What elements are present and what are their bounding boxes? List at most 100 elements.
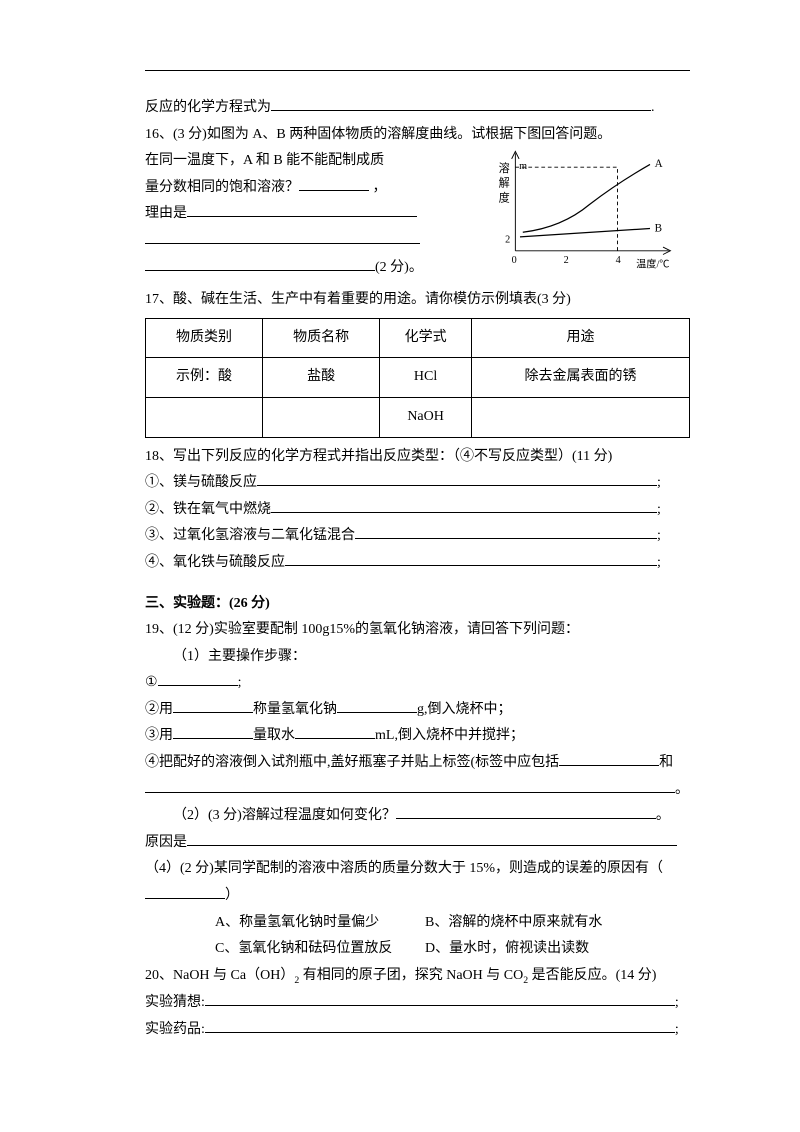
ytick1: m xyxy=(519,161,527,172)
q19-p1: （1）主要操作步骤： xyxy=(145,644,690,671)
q19-s4b: 和 xyxy=(659,755,673,770)
semi: ; xyxy=(657,528,661,543)
blank xyxy=(337,697,417,712)
blank xyxy=(299,175,369,190)
th1: 物质名称 xyxy=(263,318,380,358)
q18-1: ①、镁与硫酸反应; xyxy=(145,470,690,497)
q19-p4a: （4）(2 分)某同学配制的溶液中溶质的质量分数大于 15%，则造成的误差的原因… xyxy=(145,861,663,876)
blank xyxy=(187,830,677,845)
q17-table: 物质类别 物质名称 化学式 用途 示例：酸 盐酸 HCl 除去金属表面的锈 Na… xyxy=(145,318,690,438)
th3: 用途 xyxy=(472,318,690,358)
blank xyxy=(173,724,253,739)
q19-p4b: ） xyxy=(225,888,239,903)
q19-s3a: ③用 xyxy=(145,728,173,743)
q18-2: ②、铁在氧气中燃烧; xyxy=(145,497,690,524)
q16-l5: (2 分)。 xyxy=(145,255,470,282)
q18-4t: ④、氧化铁与硫酸反应 xyxy=(145,555,285,570)
q20-b: 有相同的原子团，探究 NaOH 与 CO xyxy=(299,968,523,983)
q18-intro: 18、写出下列反应的化学方程式并指出反应类型：（④不写反应类型）(11 分) xyxy=(145,444,690,471)
optD: D、量水时，俯视读出读数 xyxy=(425,941,589,956)
blank xyxy=(257,471,657,486)
r2c0 xyxy=(146,397,263,437)
q20-drugs: 实验药品:; xyxy=(145,1017,690,1044)
th2: 化学式 xyxy=(380,318,472,358)
semi: ; xyxy=(657,475,661,490)
q19-p2b: 。 xyxy=(656,808,670,823)
q20-guess: 实验猜想:; xyxy=(145,990,690,1017)
q20-intro: 20、NaOH 与 Ca（OH）2 有相同的原子团，探究 NaOH 与 CO2 … xyxy=(145,963,690,990)
blank xyxy=(355,524,657,539)
xtick0: 0 xyxy=(512,255,517,266)
q18-4: ④、氧化铁与硫酸反应; xyxy=(145,550,690,577)
section3-title: 三、实验题：(26 分) xyxy=(145,591,690,618)
page-content: 反应的化学方程式为. 16、(3 分)如图为 A、B 两种固体物质的溶解度曲线。… xyxy=(145,70,690,1043)
y-label-1: 溶 xyxy=(499,161,510,175)
q16-l2b: ， xyxy=(373,180,387,195)
q19-opts-ab: A、称量氢氧化钠时量偏少B、溶解的烧杯中原来就有水 xyxy=(145,910,690,937)
q19-s3: ③用 量取水 mL,倒入烧杯中并搅拌； xyxy=(145,723,690,750)
blank xyxy=(205,1017,675,1032)
r2c2: NaOH xyxy=(380,397,472,437)
q19-s2c: g,倒入烧杯中； xyxy=(417,702,512,717)
q19-reason-t: 原因是 xyxy=(145,835,187,850)
blank xyxy=(145,229,420,244)
blank xyxy=(145,884,225,899)
q19-s3c: mL,倒入烧杯中并搅拌； xyxy=(375,728,524,743)
q18-3: ③、过氧化氢溶液与二氧化锰混合; xyxy=(145,523,690,550)
q20-a: 20、NaOH 与 Ca（OH） xyxy=(145,968,294,983)
optA: A、称量氢氧化钠时量偏少 xyxy=(215,910,425,937)
blank xyxy=(187,202,417,217)
xtick1: 2 xyxy=(564,255,569,266)
curve-a-label: A xyxy=(655,158,663,170)
q19-s3b: 量取水 xyxy=(253,728,295,743)
semi: ; xyxy=(675,1022,679,1037)
q16-l2a: 量分数相同的饱和溶液？ xyxy=(145,180,299,195)
xtick2: 4 xyxy=(616,255,621,266)
q18-1t: ①、镁与硫酸反应 xyxy=(145,475,257,490)
q19-p4: （4）(2 分)某同学配制的溶液中溶质的质量分数大于 15%，则造成的误差的原因… xyxy=(145,856,690,883)
q16-l5b: (2 分)。 xyxy=(375,260,423,275)
q19-s4c: 。 xyxy=(675,782,689,797)
q19-s1a: ① xyxy=(145,675,158,690)
r1c0: 示例：酸 xyxy=(146,358,263,398)
blank xyxy=(173,697,253,712)
q17-intro: 17、酸、碱在生活、生产中有着重要的用途。请你模仿示例填表(3 分) xyxy=(145,287,690,314)
q19-opts-cd: C、氢氧化钠和砝码位置放反D、量水时，俯视读出读数 xyxy=(145,936,690,963)
blank xyxy=(295,724,375,739)
optB: B、溶解的烧杯中原来就有水 xyxy=(425,915,602,930)
r2c1 xyxy=(263,397,380,437)
y-label-2: 解 xyxy=(499,176,510,190)
q19-s2: ②用 称量氢氧化钠 g,倒入烧杯中； xyxy=(145,697,690,724)
ytick0: 2 xyxy=(505,235,510,246)
optC: C、氢氧化钠和砝码位置放反 xyxy=(215,936,425,963)
q15-tail: 反应的化学方程式为. xyxy=(145,95,690,122)
semi: ; xyxy=(675,995,679,1010)
q19-s2b: 称量氢氧化钠 xyxy=(253,702,337,717)
q19-s4: ④把配好的溶液倒入试剂瓶中,盖好瓶塞子并贴上标签(标签中应包括和 xyxy=(145,750,690,777)
y-label-3: 度 xyxy=(499,191,510,205)
blank xyxy=(145,777,675,792)
x-label: 温度/℃ xyxy=(636,258,669,271)
q20-c: 是否能反应。(14 分) xyxy=(528,968,656,983)
q16-text-col: 在同一温度下，A 和 B 能不能配制成质 量分数相同的饱和溶液？ ， 理由是 (… xyxy=(145,148,470,281)
blank xyxy=(158,671,238,686)
q16-l2: 量分数相同的饱和溶液？ ， xyxy=(145,175,470,202)
q20-drugs-t: 实验药品: xyxy=(145,1022,205,1037)
th0: 物质类别 xyxy=(146,318,263,358)
blank xyxy=(271,497,657,512)
period: . xyxy=(651,100,655,115)
q19-s1: ①; xyxy=(145,670,690,697)
blank xyxy=(271,96,651,111)
q19-s2a: ②用 xyxy=(145,702,173,717)
r2c3 xyxy=(472,397,690,437)
section3-text: 三、实验题：(26 分) xyxy=(145,596,270,611)
blank xyxy=(145,255,375,270)
r1c3: 除去金属表面的锈 xyxy=(472,358,690,398)
top-horizontal-rule xyxy=(145,70,690,71)
semi: ; xyxy=(657,502,661,517)
blank xyxy=(285,551,657,566)
q18-2t: ②、铁在氧气中燃烧 xyxy=(145,502,271,517)
solubility-chart: 溶 解 度 温度/℃ 0 2 4 2 m A B xyxy=(480,144,690,274)
curve-b-label: B xyxy=(655,222,662,234)
q19-p2a: （2）(3 分)溶解过程温度如何变化？ xyxy=(173,808,396,823)
